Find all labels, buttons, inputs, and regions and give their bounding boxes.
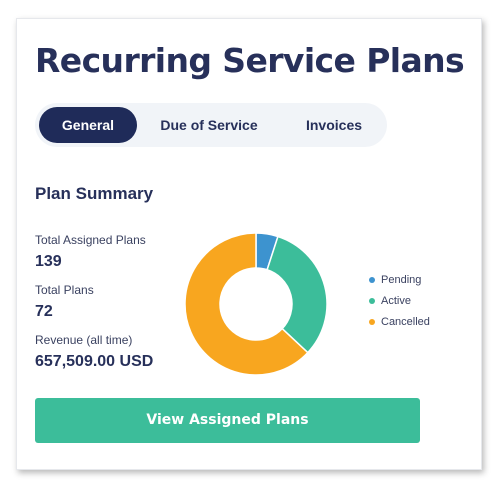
page-title: Recurring Service Plans bbox=[35, 41, 465, 80]
section-title: Plan Summary bbox=[35, 184, 154, 203]
legend-label-pending: Pending bbox=[381, 274, 422, 286]
legend-label-active: Active bbox=[381, 295, 411, 307]
legend-dot-cancelled bbox=[369, 319, 375, 325]
tab-due-of-service[interactable]: Due of Service bbox=[160, 117, 258, 133]
chart-legend: Pending Active Cancelled bbox=[369, 273, 430, 336]
legend-item-cancelled: Cancelled bbox=[369, 315, 430, 336]
legend-dot-pending bbox=[369, 277, 375, 283]
plan-status-donut-chart bbox=[184, 232, 328, 376]
donut-slice-active bbox=[266, 235, 328, 354]
donut-slice-cancelled bbox=[184, 232, 309, 376]
summary-card: Recurring Service Plans General Due of S… bbox=[16, 18, 482, 470]
tab-bar: General Due of Service Invoices bbox=[35, 103, 387, 147]
total-plans-label: Total Plans bbox=[35, 283, 94, 297]
total-plans-value: 72 bbox=[35, 303, 53, 320]
legend-dot-active bbox=[369, 298, 375, 304]
legend-item-pending: Pending bbox=[369, 273, 430, 294]
legend-item-active: Active bbox=[369, 294, 430, 315]
revenue-label: Revenue (all time) bbox=[35, 333, 133, 347]
view-assigned-plans-button[interactable]: View Assigned Plans bbox=[35, 398, 420, 443]
legend-label-cancelled: Cancelled bbox=[381, 316, 430, 328]
tab-invoices[interactable]: Invoices bbox=[305, 117, 363, 133]
total-assigned-label: Total Assigned Plans bbox=[35, 233, 146, 247]
total-assigned-value: 139 bbox=[35, 253, 62, 270]
tab-general[interactable]: General bbox=[39, 107, 137, 143]
revenue-value: 657,509.00 USD bbox=[35, 353, 154, 370]
